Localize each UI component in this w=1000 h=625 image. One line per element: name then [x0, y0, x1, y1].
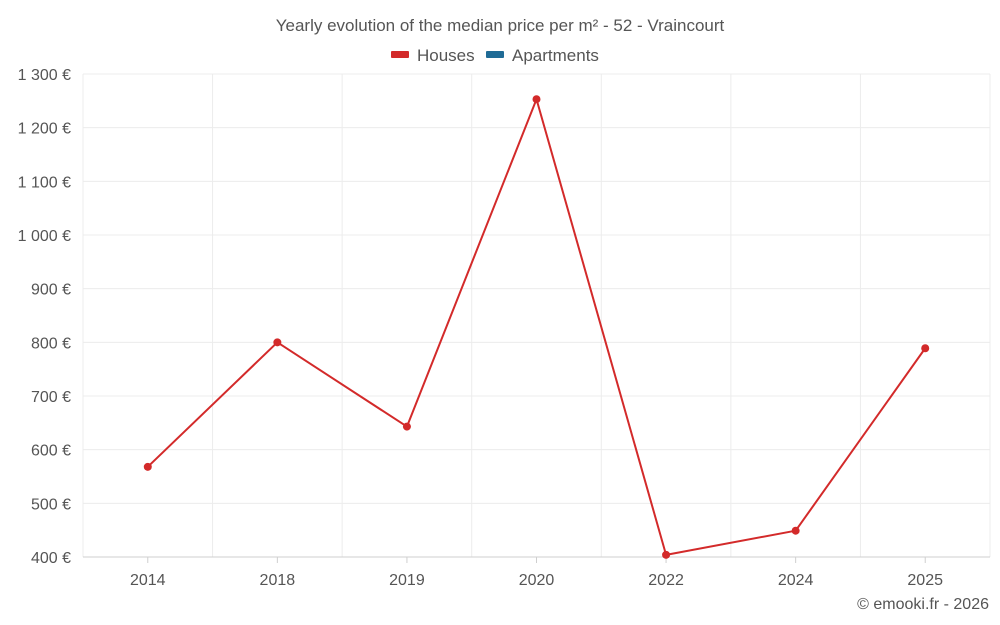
y-tick-label: 1 200 €: [18, 121, 71, 138]
x-tick-label: 2014: [130, 572, 166, 589]
legend-label-apartments[interactable]: Apartments: [512, 46, 599, 65]
legend-swatch-houses[interactable]: [391, 51, 409, 58]
x-tick-label: 2020: [519, 572, 555, 589]
x-tick-label: 2025: [907, 572, 943, 589]
x-tick-label: 2018: [260, 572, 296, 589]
data-point-houses[interactable]: [921, 344, 930, 353]
y-tick-label: 1 000 €: [18, 228, 71, 245]
y-tick-label: 500 €: [31, 496, 71, 513]
chart-title: Yearly evolution of the median price per…: [276, 16, 725, 35]
y-tick-label: 400 €: [31, 550, 71, 567]
y-tick-label: 800 €: [31, 335, 71, 352]
x-tick-label: 2022: [648, 572, 684, 589]
y-gridlines: [83, 73, 990, 504]
series-houses: [143, 95, 930, 559]
data-point-houses[interactable]: [402, 422, 411, 431]
y-tick-label: 600 €: [31, 443, 71, 460]
legend-swatch-apartments[interactable]: [486, 51, 504, 58]
legend: Houses Apartments: [391, 46, 599, 65]
x-tick-label: 2019: [389, 572, 425, 589]
data-point-houses[interactable]: [143, 462, 152, 471]
y-axis-ticks: 400 € 500 € 600 € 700 € 800 € 900 € 1 000 € 1 1…: [18, 67, 71, 567]
x-tick-label: 2024: [778, 572, 814, 589]
data-point-houses[interactable]: [662, 550, 671, 559]
data-point-houses[interactable]: [791, 526, 800, 535]
y-tick-label: 700 €: [31, 389, 71, 406]
series-line-houses: [147, 98, 927, 556]
y-tick-label: 900 €: [31, 282, 71, 299]
x-axis-ticks: 2014 2018 2019 2020 2022 2024 2025: [130, 557, 943, 589]
y-tick-label: 1 300 €: [18, 67, 71, 84]
y-tick-label: 1 100 €: [18, 174, 71, 191]
credit-text: © emooki.fr - 2026: [857, 596, 989, 613]
legend-label-houses[interactable]: Houses: [417, 46, 475, 65]
x-gridlines: [82, 74, 991, 557]
data-point-houses[interactable]: [532, 95, 541, 104]
data-point-houses[interactable]: [273, 338, 282, 347]
